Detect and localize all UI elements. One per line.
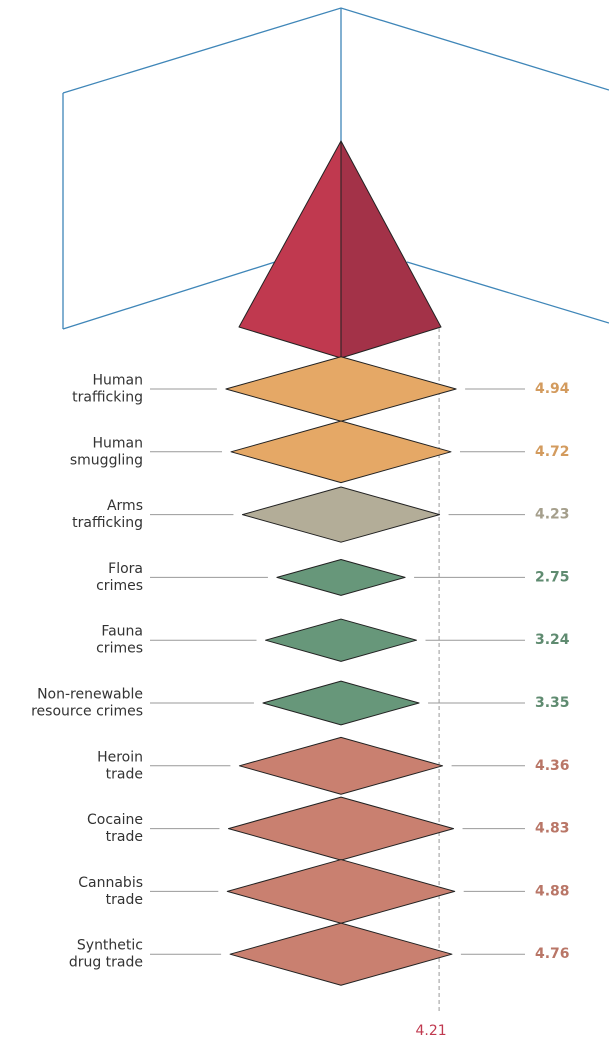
category-label: Flora [108, 561, 143, 577]
category-label: drug trade [69, 955, 143, 971]
category-label: trafficking [72, 515, 143, 531]
diamond [276, 558, 406, 596]
category-label: trade [106, 829, 143, 845]
frame-top [62, 7, 609, 94]
diamond [265, 618, 417, 662]
category-label: crimes [96, 578, 143, 594]
rows: 4.94Humantrafficking4.72Humansmuggling4.… [31, 356, 570, 986]
value-label: 4.94 [535, 381, 570, 397]
category-label: trafficking [72, 390, 143, 406]
category-label: Human [93, 435, 144, 451]
category-label: crimes [96, 641, 143, 657]
category-label: Heroin [97, 749, 143, 765]
category-label: Human [93, 373, 144, 389]
value-label: 4.72 [535, 444, 570, 460]
reference: 4.21 [416, 328, 447, 1039]
category-label: Synthetic [77, 938, 143, 954]
frame-edge [406, 261, 609, 324]
pyramid [238, 140, 442, 359]
diamond [230, 420, 452, 484]
value-label: 4.83 [535, 821, 570, 837]
value-label: 4.23 [535, 507, 570, 523]
pyramid-frame [62, 7, 609, 330]
category-label: Non-renewable [37, 687, 143, 703]
diamond [229, 922, 453, 986]
reference-label: 4.21 [416, 1023, 447, 1039]
value-label: 2.75 [535, 569, 570, 585]
value-label: 4.76 [535, 946, 570, 962]
diamond [241, 486, 441, 543]
category-label: trade [106, 892, 143, 908]
value-label: 4.36 [535, 758, 570, 774]
frame-edge [62, 261, 276, 330]
pyramid-face [238, 140, 342, 359]
category-label: Fauna [101, 624, 143, 640]
category-label: Cocaine [87, 812, 143, 828]
diamond [227, 796, 455, 861]
category-label: Cannabis [78, 875, 143, 891]
category-label: smuggling [70, 452, 143, 468]
category-label: resource crimes [31, 704, 143, 720]
diamond [238, 736, 444, 795]
diamond [225, 356, 457, 422]
value-label: 4.88 [535, 883, 570, 899]
value-label: 3.35 [535, 695, 570, 711]
category-label: Arms [107, 498, 143, 514]
category-label: trade [106, 766, 143, 782]
diamond [262, 680, 420, 726]
diamond [226, 859, 456, 924]
pyramid-face [340, 140, 442, 359]
value-label: 3.24 [535, 632, 570, 648]
